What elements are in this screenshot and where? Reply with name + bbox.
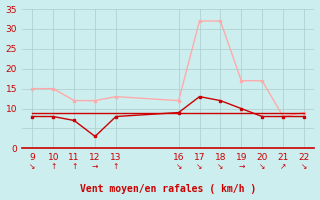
Text: ↘: ↘ [217,162,224,171]
Text: →: → [92,162,98,171]
Text: ↘: ↘ [259,162,265,171]
Text: ↑: ↑ [113,162,119,171]
Text: ↘: ↘ [29,162,36,171]
Text: ↘: ↘ [196,162,203,171]
X-axis label: Vent moyen/en rafales ( km/h ): Vent moyen/en rafales ( km/h ) [80,184,256,194]
Text: ↑: ↑ [50,162,56,171]
Text: ↘: ↘ [175,162,182,171]
Text: ↗: ↗ [280,162,286,171]
Text: →: → [238,162,244,171]
Text: ↘: ↘ [301,162,307,171]
Text: ↑: ↑ [71,162,77,171]
